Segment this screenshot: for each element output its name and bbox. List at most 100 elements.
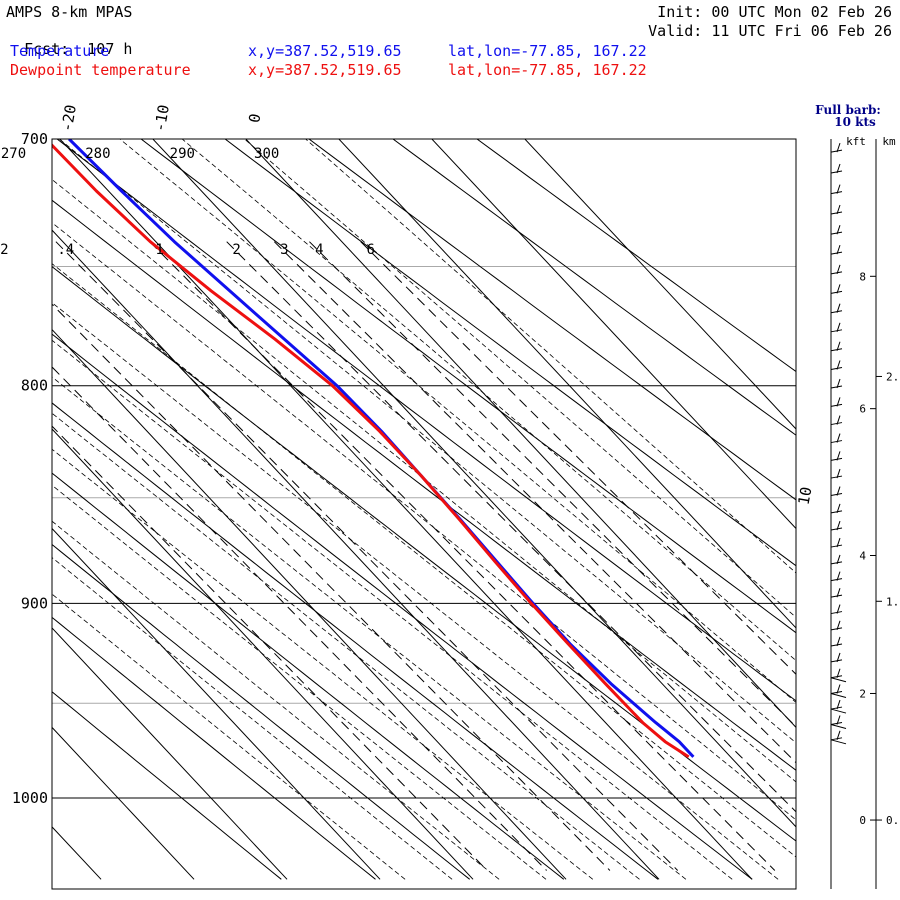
- dry-adiabat: [52, 543, 471, 880]
- wind-barb: [830, 244, 843, 255]
- pressure-tick-label: 900: [21, 594, 48, 612]
- mixing-ratio-label: 4: [315, 242, 323, 258]
- wind-barb: [830, 730, 847, 745]
- dry-adiabat: [52, 333, 753, 880]
- dry-adiabat: [52, 472, 565, 880]
- wind-barb: [830, 699, 847, 714]
- pressure-tick-label: 700: [21, 130, 48, 148]
- wind-barb: [830, 636, 843, 647]
- dry-adiabat: [224, 139, 796, 567]
- mixing-ratio-line: [52, 303, 611, 871]
- km-tick-label: 0.: [886, 814, 899, 827]
- dry-adiabat: [476, 139, 796, 373]
- mixing-ratio-line: [226, 241, 796, 813]
- wind-barb: [830, 378, 843, 389]
- moist-adiabat: [52, 412, 640, 880]
- isotherm: [52, 229, 660, 880]
- mixing-ratio-line: [360, 241, 796, 675]
- temperature-tick-label: -10: [151, 103, 173, 133]
- wind-barb: [830, 486, 843, 497]
- wind-barb: [830, 433, 843, 444]
- moist-adiabat: [52, 179, 796, 783]
- moist-adiabat: [304, 139, 796, 574]
- wind-barb: [830, 604, 843, 615]
- dry-adiabat: [52, 266, 796, 842]
- dry-adiabat: [52, 199, 796, 771]
- isotherm: [52, 527, 381, 880]
- wind-barb: [830, 360, 843, 370]
- moist-adiabat: [243, 139, 796, 618]
- wind-barb: [830, 571, 843, 582]
- wind-barb: [830, 554, 843, 565]
- wind-barb: [830, 520, 843, 531]
- isotherm: [0, 112, 8, 879]
- mixing-ratio-line: [52, 366, 547, 871]
- theta-label: 290: [170, 146, 195, 162]
- isotherm: [52, 328, 567, 880]
- moist-adiabat: [52, 263, 796, 858]
- wind-barb: [830, 225, 843, 235]
- mixing-ratio-line: [55, 241, 679, 871]
- init-time: Init: 00 UTC Mon 02 Feb 26: [657, 3, 892, 21]
- wind-barb: [830, 503, 843, 514]
- dewpoint-xy: x,y=387.52,519.65: [248, 61, 402, 79]
- isotherm-label: 10: [795, 485, 816, 506]
- mixing-ratio-label: .4: [57, 242, 74, 258]
- isotherm: [59, 139, 753, 880]
- mixing-ratio-line: [273, 241, 796, 764]
- forecast-hour: Fcst: 107 h: [6, 22, 132, 58]
- theta-label: 280: [85, 146, 110, 162]
- dry-adiabat: [140, 139, 796, 634]
- wind-barb: [830, 184, 843, 195]
- temperature-xy: x,y=387.52,519.65: [248, 42, 402, 60]
- kft-tick-label: 0: [859, 814, 866, 827]
- plot-frame: [51, 138, 797, 890]
- isotherm: [524, 139, 796, 430]
- moist-adiabat: [52, 593, 406, 880]
- mixing-ratio-label: 1: [155, 242, 163, 258]
- pressure-tick-label: 1000: [12, 789, 48, 807]
- dewpoint-profile: [52, 143, 690, 759]
- wind-barb: [830, 715, 847, 729]
- dewpoint-latlon: lat,lon=-77.85, 167.22: [448, 61, 647, 79]
- kft-tick-label: 8: [859, 270, 866, 283]
- moist-adiabat: [52, 557, 453, 880]
- temperature-latlon: lat,lon=-77.85, 167.22: [448, 42, 647, 60]
- dry-adiabat: [308, 139, 796, 501]
- km-tick-label: 2.: [886, 370, 899, 383]
- wind-barb: [830, 303, 843, 314]
- km-tick-label: 1.: [886, 595, 899, 608]
- valid-time: Valid: 11 UTC Fri 06 Feb 26: [648, 22, 892, 40]
- wind-barb: [830, 684, 847, 698]
- wind-barb: [830, 322, 843, 333]
- mixing-ratio-label: 2: [232, 242, 240, 258]
- pressure-tick-label: 800: [21, 377, 48, 395]
- wind-barb: [830, 341, 843, 352]
- fcst-value: 107 h: [87, 40, 133, 58]
- moist-adiabat: [119, 139, 796, 703]
- isotherm: [338, 139, 796, 629]
- wind-barb: [830, 397, 843, 407]
- temperature-tick-label: 0: [245, 112, 264, 124]
- moist-adiabat: [52, 448, 594, 880]
- dry-adiabat: [56, 139, 796, 702]
- dry-adiabat: [52, 616, 376, 880]
- kft-tick-label: 4: [859, 550, 866, 563]
- moist-adiabat: [52, 339, 733, 880]
- dry-adiabat: [52, 402, 659, 880]
- mixing-ratio-line: [309, 241, 796, 728]
- wind-barb: [830, 537, 843, 548]
- wind-barb: [830, 284, 843, 294]
- isotherm: [52, 627, 288, 880]
- isotherm: [431, 139, 796, 530]
- mixing-ratio-label: .2: [0, 242, 9, 258]
- moist-adiabat: [58, 139, 796, 744]
- wind-barb: [830, 163, 843, 174]
- wind-barb: [830, 451, 843, 461]
- theta-label: 270: [1, 146, 26, 162]
- wind-barb: [830, 620, 843, 631]
- barb-legend-line1: Full barb:: [815, 103, 881, 117]
- mixing-ratio-line: [52, 425, 488, 871]
- wind-barb: [830, 142, 843, 153]
